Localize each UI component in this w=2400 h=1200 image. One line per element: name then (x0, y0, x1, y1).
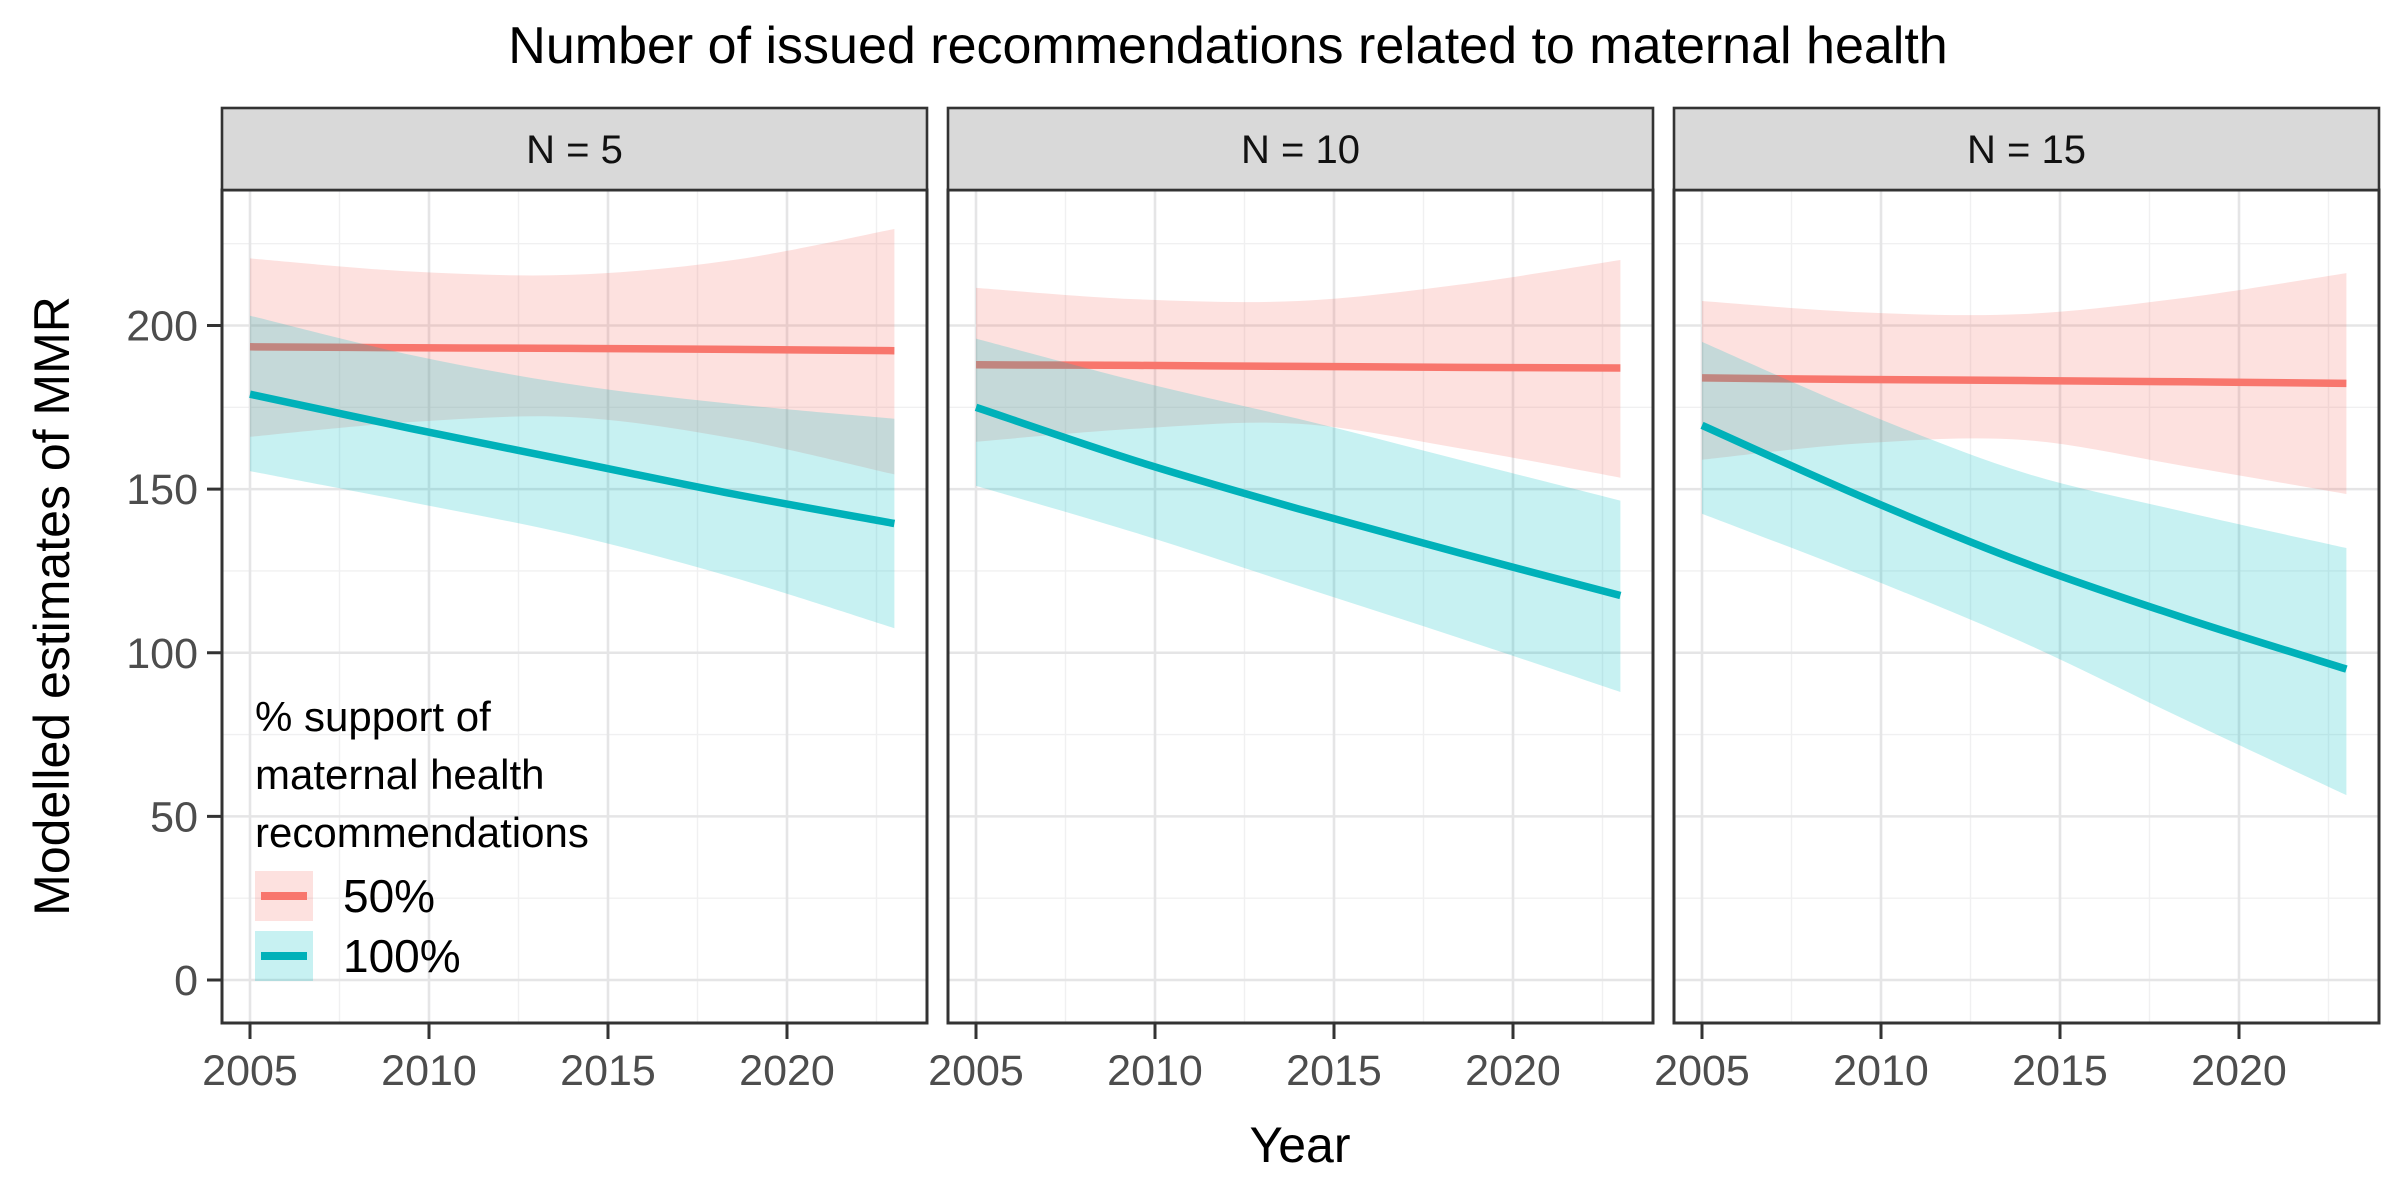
x-axis-title: Year (1249, 1117, 1351, 1173)
legend-keyline-50 (261, 892, 307, 900)
x-tick-label: 2015 (2012, 1047, 2108, 1095)
facet-strip (1672, 106, 2381, 192)
facet-strip (220, 106, 929, 192)
ribbon-100pct (250, 315, 895, 629)
x-tick-label: 2020 (2191, 1047, 2287, 1095)
legend-entry-100: 100% (255, 930, 589, 982)
legend-title: % support of maternal health recommendat… (255, 688, 589, 862)
x-tick-label: 2015 (560, 1047, 656, 1095)
x-tick-label: 2015 (1286, 1047, 1382, 1095)
line-100pct (1700, 421, 2348, 673)
strip-label: N = 15 (1967, 128, 2086, 172)
panel-data-layer (1700, 273, 2348, 796)
y-tick-label: 150 (126, 466, 198, 514)
x-tick-label: 2010 (1107, 1047, 1203, 1095)
ribbon-100pct (1702, 341, 2347, 796)
line-50pct (975, 361, 1621, 372)
legend-swatch-100 (255, 931, 313, 981)
line-50pct (1701, 374, 2347, 388)
chart-title: Number of issued recommendations related… (508, 17, 1948, 75)
y-axis-title: Modelled estimates of MMR (24, 296, 80, 916)
legend-keyline-100 (261, 952, 307, 960)
y-tick-label: 100 (126, 630, 198, 678)
strip-label: N = 5 (526, 128, 623, 172)
line-100pct (974, 403, 1622, 600)
x-tick-label: 2005 (1654, 1047, 1750, 1095)
legend-label-50: 50% (343, 870, 436, 922)
line-100pct (249, 390, 896, 528)
legend-swatch-50 (255, 871, 313, 921)
legend: % support of maternal health recommendat… (255, 688, 589, 982)
legend-title-line-1: % support of (255, 693, 491, 740)
panel-data-layer (249, 229, 896, 629)
line-50pct (249, 343, 895, 355)
x-tick-label: 2010 (1833, 1047, 1929, 1095)
panel-data-layer (974, 260, 1622, 692)
legend-title-line-3: recommendations (255, 809, 589, 856)
x-tick-label: 2020 (739, 1047, 835, 1095)
y-tick-label: 0 (174, 957, 198, 1005)
legend-entry-50: 50% (255, 870, 589, 922)
x-tick-label: 2005 (202, 1047, 298, 1095)
x-tick-label: 2010 (381, 1047, 477, 1095)
y-tick-label: 200 (126, 303, 198, 351)
y-tick-label: 50 (150, 793, 198, 841)
x-tick-label: 2005 (928, 1047, 1024, 1095)
legend-label-100: 100% (343, 930, 461, 982)
facet-strip (946, 106, 1655, 192)
legend-title-line-2: maternal health (255, 751, 545, 798)
x-tick-label: 2020 (1465, 1047, 1561, 1095)
strip-label: N = 10 (1241, 128, 1360, 172)
ribbon-100pct (976, 338, 1621, 692)
